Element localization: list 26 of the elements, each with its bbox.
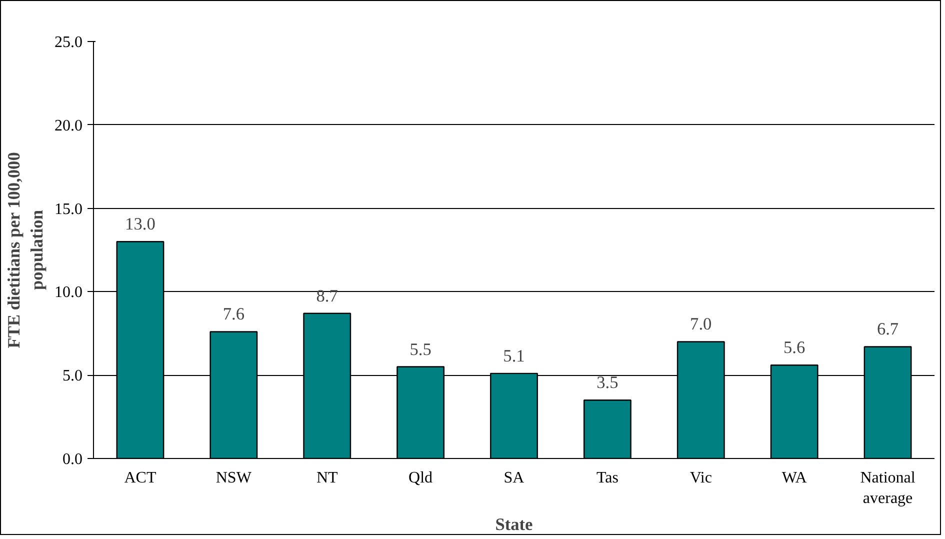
data-label: 7.0 [690, 314, 712, 334]
x-tick-label: ACT [124, 470, 156, 486]
y-tick-label: 5.0 [62, 368, 82, 385]
y-tick-label: 20.0 [54, 117, 82, 134]
data-label: 7.6 [222, 304, 245, 324]
data-label: 5.1 [503, 346, 525, 366]
x-tick-label: Vic [690, 470, 712, 486]
data-label: 6.7 [876, 320, 899, 339]
data-label: 8.7 [316, 286, 338, 306]
x-tick-label: Tas [596, 470, 618, 486]
data-label: 3.5 [596, 373, 618, 392]
x-tick-label: NSW [216, 470, 252, 486]
data-label: 13.0 [125, 214, 156, 234]
data-label: 5.6 [784, 338, 806, 358]
x-axis-title: State [495, 514, 534, 534]
x-tick-label: SA [504, 470, 525, 486]
y-tick-label: 25.0 [54, 34, 82, 51]
data-label: 5.5 [410, 340, 432, 359]
x-tick-label: NT [316, 470, 338, 486]
y-tick-label: 0.0 [62, 451, 82, 468]
y-tick-label: 15.0 [54, 200, 82, 218]
y-axis-title: FTE dietitians per 100,000 population [4, 152, 46, 348]
y-tick-label: 10.0 [54, 284, 82, 302]
x-tick-label: National average [860, 470, 916, 507]
x-tick-label: WA [782, 470, 808, 486]
x-tick-label: Qld [408, 470, 433, 486]
